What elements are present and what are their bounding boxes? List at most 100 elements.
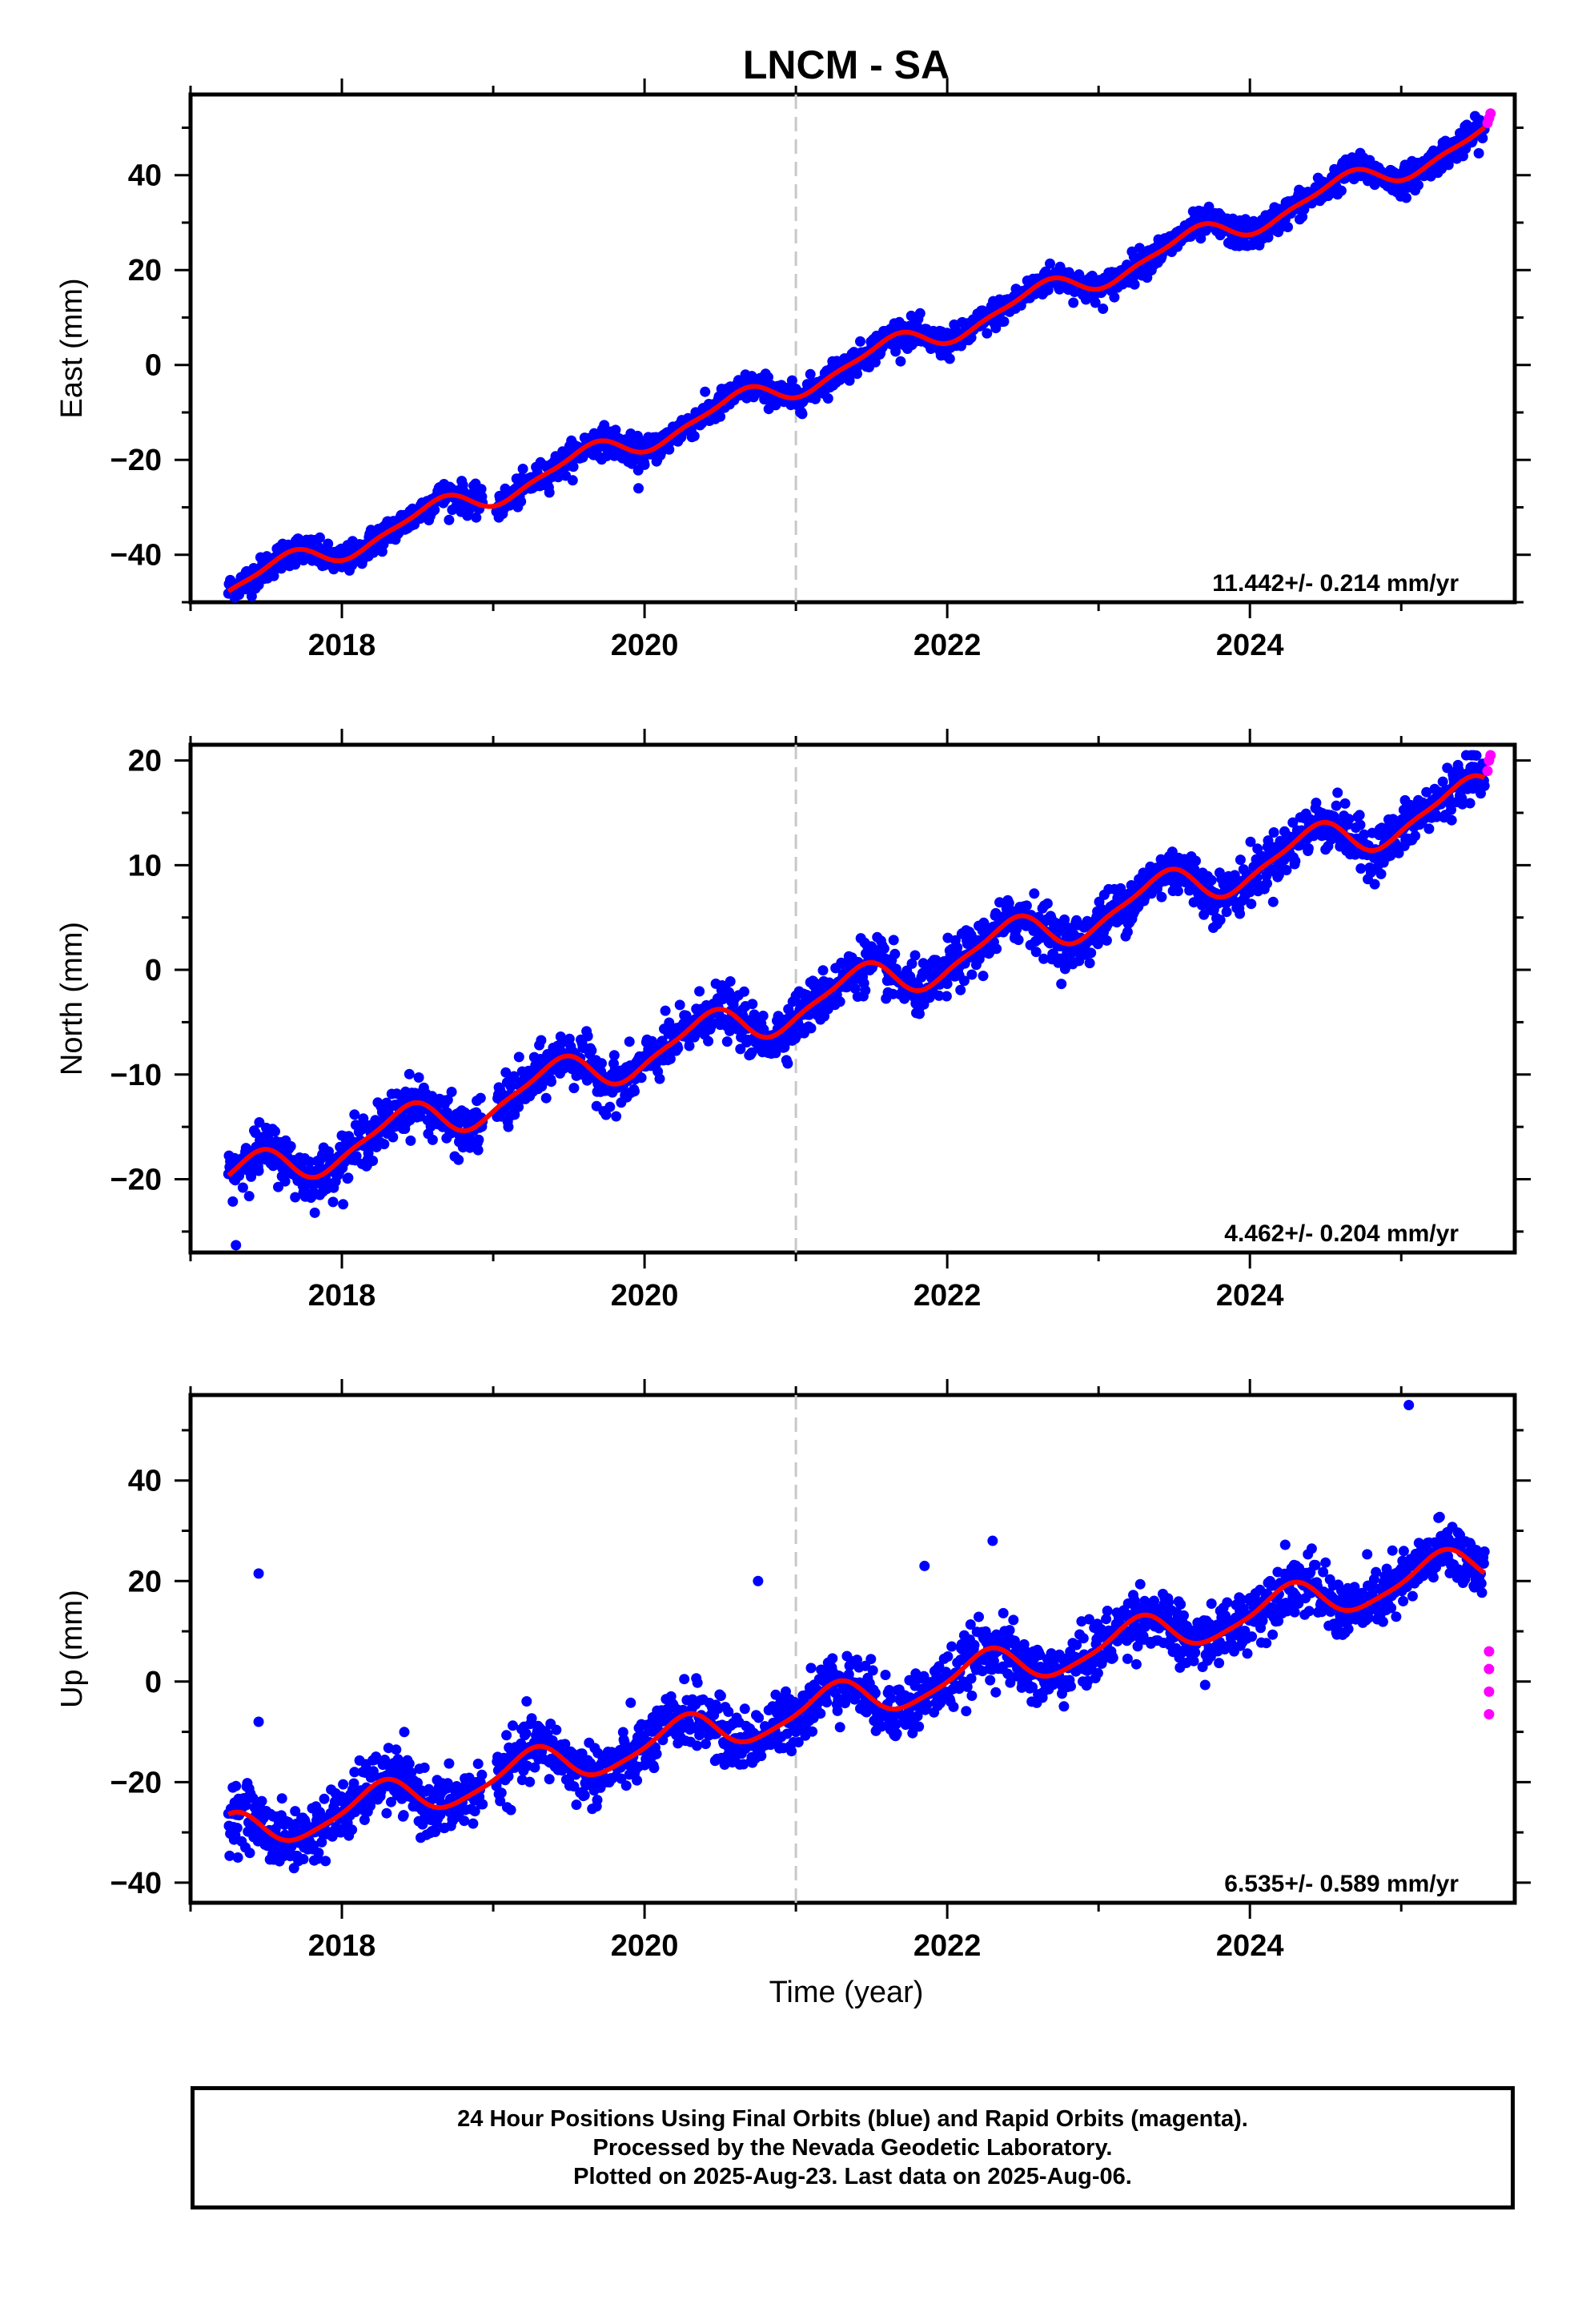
chart-title: LNCM - SA — [743, 42, 950, 87]
data-point — [1156, 891, 1167, 903]
data-point — [521, 1696, 532, 1707]
y-tick-label: 20 — [128, 745, 162, 778]
data-point — [1283, 222, 1293, 232]
data-point — [472, 1144, 484, 1156]
data-point — [625, 1697, 636, 1708]
data-point — [1191, 855, 1201, 866]
data-point — [1084, 958, 1095, 969]
data-point — [444, 514, 455, 525]
data-point — [476, 1769, 488, 1780]
data-point — [231, 1823, 243, 1834]
data-point — [1246, 899, 1257, 910]
data-point — [611, 1111, 622, 1122]
data-point — [660, 1005, 671, 1016]
data-point — [1423, 823, 1435, 834]
data-point — [608, 1050, 620, 1061]
data-point — [568, 461, 579, 472]
data-point — [674, 999, 685, 1011]
data-point — [852, 368, 862, 380]
data-point — [419, 1762, 430, 1773]
data-point — [279, 1176, 291, 1187]
data-point — [446, 1087, 457, 1097]
x-tick-label: 2018 — [308, 1929, 376, 1963]
data-point — [1086, 947, 1097, 959]
y-tick-label: 40 — [128, 1465, 162, 1498]
data-point — [338, 1199, 349, 1210]
data-point — [404, 1068, 415, 1080]
data-point — [256, 1795, 267, 1807]
x-tick-label: 2024 — [1216, 1279, 1284, 1313]
data-point — [1101, 935, 1112, 946]
data-point — [889, 948, 901, 959]
data-point — [544, 487, 555, 498]
data-point — [1332, 787, 1343, 798]
x-tick-label: 2018 — [308, 1279, 376, 1313]
y-tick-label: −10 — [110, 1059, 162, 1092]
data-point — [273, 1181, 283, 1192]
data-point — [978, 971, 989, 982]
data-point — [536, 1035, 547, 1046]
data-point — [786, 375, 797, 386]
data-point — [347, 1824, 358, 1835]
data-point — [540, 1092, 552, 1104]
data-point — [763, 372, 773, 383]
data-point — [285, 1140, 296, 1152]
data-point — [567, 475, 578, 486]
data-point — [639, 459, 650, 470]
data-point — [694, 986, 705, 997]
data-point — [237, 1182, 248, 1193]
data-point — [991, 943, 1002, 955]
y-tick-label: 10 — [128, 849, 162, 883]
data-point — [1268, 827, 1279, 838]
data-point — [1029, 888, 1040, 899]
data-point — [1195, 233, 1207, 244]
data-point — [404, 1758, 415, 1769]
data-point — [1311, 798, 1322, 808]
data-point — [513, 1051, 524, 1063]
data-point — [715, 1691, 726, 1702]
rapid-orbit-point — [1485, 750, 1496, 761]
outlier-point — [633, 483, 644, 494]
data-point — [290, 559, 301, 570]
x-tick-label: 2020 — [611, 629, 679, 662]
data-point — [725, 976, 736, 987]
data-point — [1021, 900, 1032, 911]
data-point — [1235, 854, 1246, 866]
data-point — [496, 1787, 507, 1799]
x-tick-label: 2024 — [1216, 629, 1284, 662]
x-tick-label: 2022 — [913, 1279, 982, 1313]
data-point — [805, 1023, 817, 1034]
data-point — [516, 496, 527, 507]
data-point — [895, 356, 906, 367]
velocity-label-north: 4.462+/- 0.204 mm/yr — [1224, 1220, 1459, 1247]
y-tick-label: 20 — [128, 254, 162, 287]
data-point — [817, 965, 829, 976]
data-point — [227, 1196, 239, 1207]
data-point — [524, 1776, 536, 1787]
data-point — [471, 512, 482, 523]
data-point — [1413, 179, 1423, 191]
data-point — [596, 1058, 607, 1069]
data-point — [398, 1810, 409, 1821]
data-point — [476, 484, 487, 495]
data-point — [914, 308, 926, 319]
data-point — [399, 1727, 410, 1738]
data-point — [604, 1101, 616, 1112]
data-point — [941, 991, 952, 1002]
data-point — [473, 1134, 484, 1145]
y-axis-label-north: North (mm) — [55, 922, 89, 1076]
data-point — [1109, 292, 1120, 303]
data-point — [739, 1703, 750, 1715]
data-point — [1042, 898, 1053, 909]
data-point — [1339, 798, 1351, 809]
x-tick-label: 2024 — [1216, 1929, 1284, 1963]
data-point — [805, 368, 816, 380]
data-point — [757, 1011, 769, 1021]
final-orbit-points-east — [223, 111, 1490, 603]
data-point — [387, 1132, 399, 1143]
data-point — [998, 316, 1010, 327]
data-point — [888, 935, 899, 946]
data-point — [1013, 935, 1024, 946]
